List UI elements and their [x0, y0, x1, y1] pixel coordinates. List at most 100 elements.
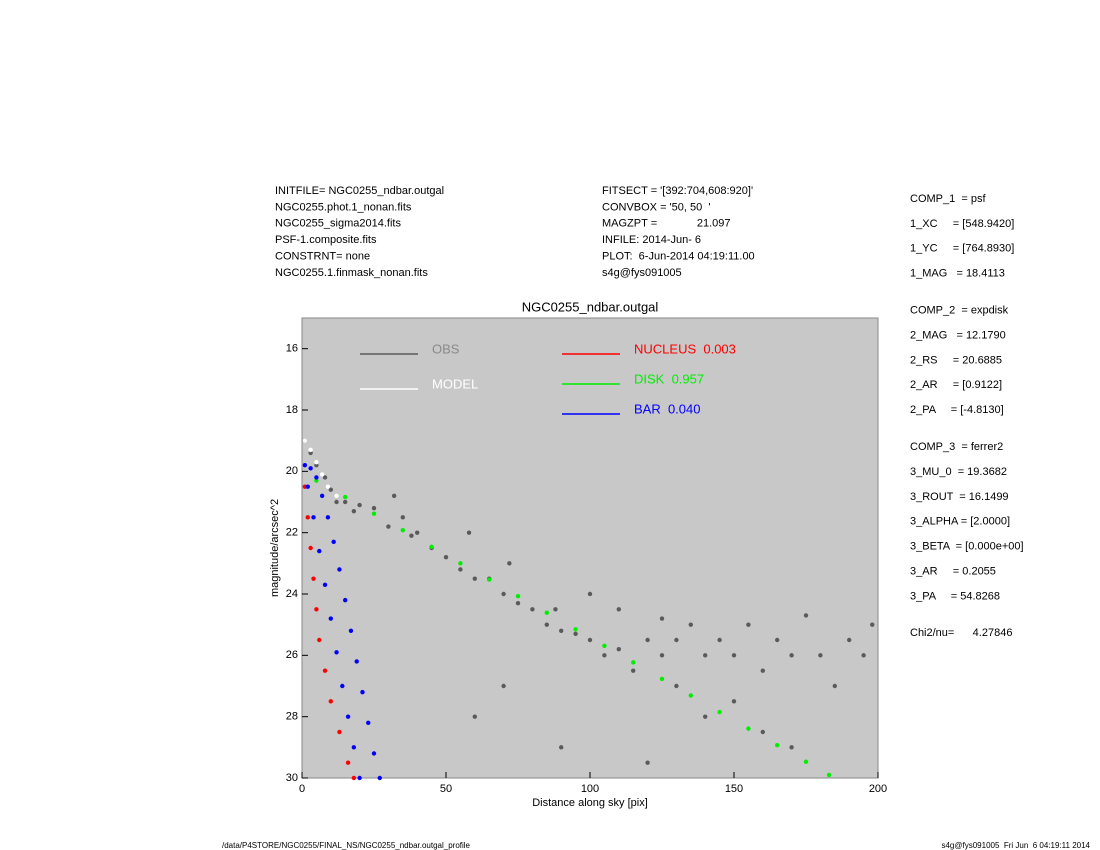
point	[803, 759, 809, 764]
point	[357, 775, 362, 781]
header-line: NGC0255.phot.1_nonan.fits	[275, 201, 412, 213]
point	[317, 637, 322, 643]
point	[314, 475, 319, 480]
point	[314, 463, 319, 468]
legend-label: NUCLEUS 0.003	[634, 341, 736, 356]
point	[688, 622, 693, 627]
point	[386, 524, 391, 529]
point	[775, 742, 780, 748]
y-tick-label: 28	[286, 711, 298, 723]
chi2: Chi2/nu= 4.27846	[910, 627, 1012, 639]
point	[826, 772, 832, 778]
point	[731, 653, 737, 658]
y-tick-label: 24	[286, 588, 298, 600]
point	[515, 593, 521, 599]
point	[602, 643, 607, 649]
header-line: s4g@fys091005	[602, 267, 682, 279]
point	[746, 622, 751, 627]
y-tick-label: 18	[286, 404, 298, 416]
point	[334, 650, 339, 655]
point	[377, 775, 382, 781]
point	[717, 637, 722, 643]
point	[544, 610, 549, 615]
component-param: 3_ALPHA = [2.0000]	[910, 516, 1010, 528]
point	[674, 683, 679, 689]
header-line: FITSECT = '[392:704,608:920]'	[602, 185, 753, 197]
x-tick-label: 150	[725, 783, 743, 795]
component-param: 2_MAG = 12.1790	[910, 329, 1006, 341]
header-line: CONVBOX = '50, 50 '	[602, 201, 710, 213]
point	[429, 544, 434, 549]
point	[659, 653, 665, 658]
legend-label: MODEL	[432, 376, 478, 391]
component-param: 2_PA = [-4.8130]	[910, 404, 1004, 416]
point	[351, 509, 357, 514]
point	[832, 683, 837, 689]
point	[311, 576, 316, 581]
component-param: 1_XC = [548.9420]	[910, 218, 1014, 230]
point	[559, 745, 564, 750]
point	[760, 729, 765, 735]
point	[322, 475, 328, 480]
point	[314, 459, 319, 465]
y-tick-label: 22	[286, 527, 298, 539]
point	[308, 447, 313, 453]
point	[371, 511, 377, 516]
component-param: 3_PA = 54.8268	[910, 590, 1000, 602]
point	[305, 484, 310, 489]
point	[308, 466, 313, 471]
point	[870, 622, 875, 627]
point	[302, 438, 308, 443]
point	[337, 567, 342, 572]
point	[345, 760, 351, 765]
legend-label: BAR 0.040	[634, 401, 701, 416]
point	[400, 528, 405, 533]
point	[789, 653, 794, 658]
point	[587, 637, 593, 643]
x-axis-label: Distance along sky [pix]	[532, 797, 648, 809]
component-param: 1_YC = [764.8930]	[910, 243, 1014, 255]
chart-title: NGC0255_ndbar.outgal	[522, 299, 659, 314]
point	[458, 567, 463, 572]
component-param: COMP_1 = psf	[910, 193, 986, 205]
x-tick-label: 200	[869, 783, 887, 795]
footer-left: /data/P4STORE/NGC0255/FINAL_NS/NGC0255_n…	[222, 841, 471, 850]
header-line: MAGZPT = 21.097	[602, 218, 731, 230]
point	[659, 616, 665, 621]
component-param: 3_MU_0 = 19.3682	[910, 466, 1007, 478]
point	[314, 607, 319, 612]
point	[322, 668, 328, 673]
header-line: CONSTRNT= none	[275, 251, 370, 263]
point	[458, 561, 463, 566]
point	[573, 631, 578, 637]
point	[688, 693, 693, 698]
point	[631, 660, 636, 665]
component-param: 3_ROUT = 16.1499	[910, 491, 1009, 503]
point	[308, 450, 313, 456]
point	[311, 515, 316, 520]
y-tick-label: 30	[286, 772, 298, 784]
point	[415, 530, 420, 535]
point	[818, 653, 823, 658]
point	[466, 530, 472, 535]
point	[501, 683, 506, 689]
header-line: INITFILE= NGC0255_ndbar.outgal	[275, 185, 444, 197]
component-param: COMP_2 = expdisk	[910, 305, 1009, 317]
point	[357, 502, 362, 508]
point	[501, 591, 506, 597]
point	[515, 601, 521, 606]
component-param: 3_BETA = [0.000e+00]	[910, 541, 1024, 553]
y-axis-label: magnitude/arcsec^2	[269, 499, 281, 597]
point	[391, 493, 397, 499]
header-line: NGC0255_sigma2014.fits	[275, 218, 401, 230]
point	[340, 683, 345, 689]
point	[775, 637, 780, 643]
point	[645, 637, 650, 643]
point	[573, 627, 578, 632]
x-tick-label: 0	[299, 783, 305, 795]
point	[331, 539, 336, 545]
point	[334, 499, 339, 505]
point	[559, 628, 564, 633]
point	[731, 699, 737, 704]
point	[587, 591, 593, 597]
